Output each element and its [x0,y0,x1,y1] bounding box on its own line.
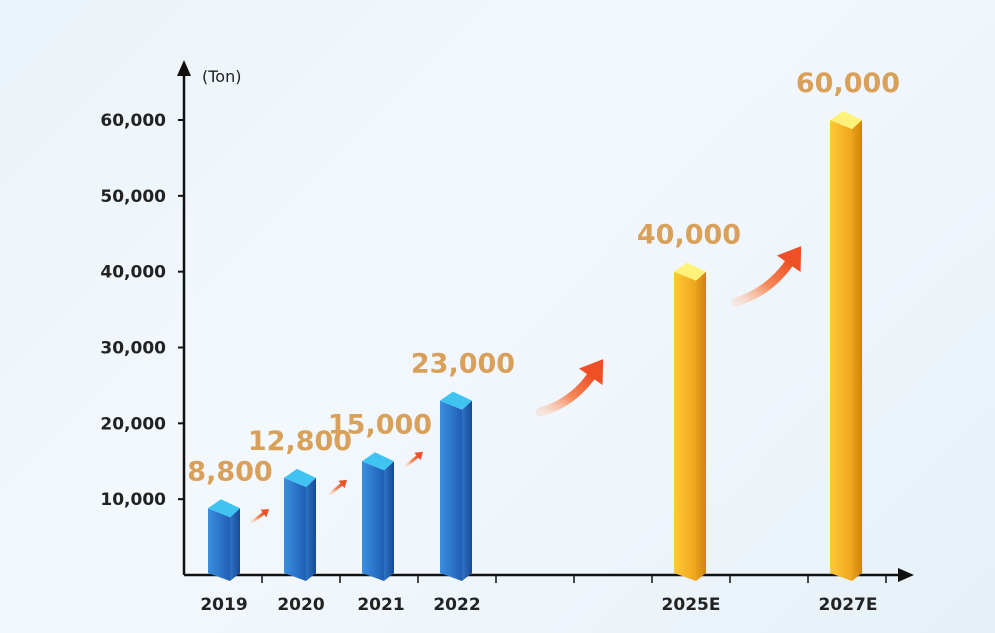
x-axis-arrow [898,568,914,582]
growth-arrow [250,511,266,524]
bar-top-face [830,111,862,129]
bar [440,391,472,581]
x-ticks [261,575,887,583]
y-tick-label: 60,000 [100,111,166,131]
growth-arrow-head [338,479,347,489]
growth-arrow [731,257,795,307]
y-axis-arrow [177,60,191,76]
bar-top-face [674,262,706,281]
growth-arrow [535,370,597,417]
bar [830,111,862,581]
y-tick-label: 40,000 [100,263,166,283]
y-tick-label: 30,000 [100,339,166,359]
bar-top-face [362,452,394,471]
bar [208,499,240,581]
value-label: 40,000 [637,220,741,251]
bar-front-face [284,477,306,581]
bar [362,452,394,581]
value-label: 60,000 [796,68,900,99]
x-tick-label: 2027E [819,595,878,615]
bar-side-face [384,461,394,581]
bar-side-face [230,508,240,581]
bar-top-face [440,391,472,410]
y-tick-label: 20,000 [100,414,166,434]
bar-top-face [208,499,240,518]
growth-arrow-head [414,451,423,461]
bar-side-face [462,400,472,581]
bar-front-face [674,271,696,581]
y-tick-label: 10,000 [100,490,166,510]
growth-arrow [328,482,344,496]
bar-side-face [306,477,316,581]
x-tick-label: 2019 [200,595,247,615]
y-unit-label: (Ton) [202,67,241,86]
x-tick-label: 2020 [277,595,324,615]
y-tick-label: 50,000 [100,187,166,207]
growth-arrow-head [578,359,604,386]
y-ticks: 10,000 20,000 30,000 40,000 50,000 60,000 [100,111,184,510]
value-label: 8,800 [187,456,272,487]
value-label: 12,800 [248,426,352,457]
value-label: 23,000 [411,349,515,380]
growth-arrow-head [260,509,270,518]
growth-arrows [250,246,802,524]
bar-front-face [208,508,230,581]
bar-front-face [830,120,852,581]
bar [284,468,316,581]
growth-arrow-head [776,246,802,273]
bar-front-face [440,400,462,581]
bar-front-face [362,461,384,581]
x-tick-label: 2021 [357,595,404,615]
x-tick-label: 2022 [433,595,480,615]
x-tick-labels: 2019 2020 2021 2022 2025E 2027E [200,595,877,615]
bar [674,262,706,581]
bar-side-face [852,120,862,581]
bar-top-face [284,468,316,487]
growth-arrow [404,454,420,468]
bar-side-face [696,271,706,581]
bars [208,111,862,581]
value-label: 15,000 [328,409,432,440]
x-tick-label: 2025E [662,595,721,615]
